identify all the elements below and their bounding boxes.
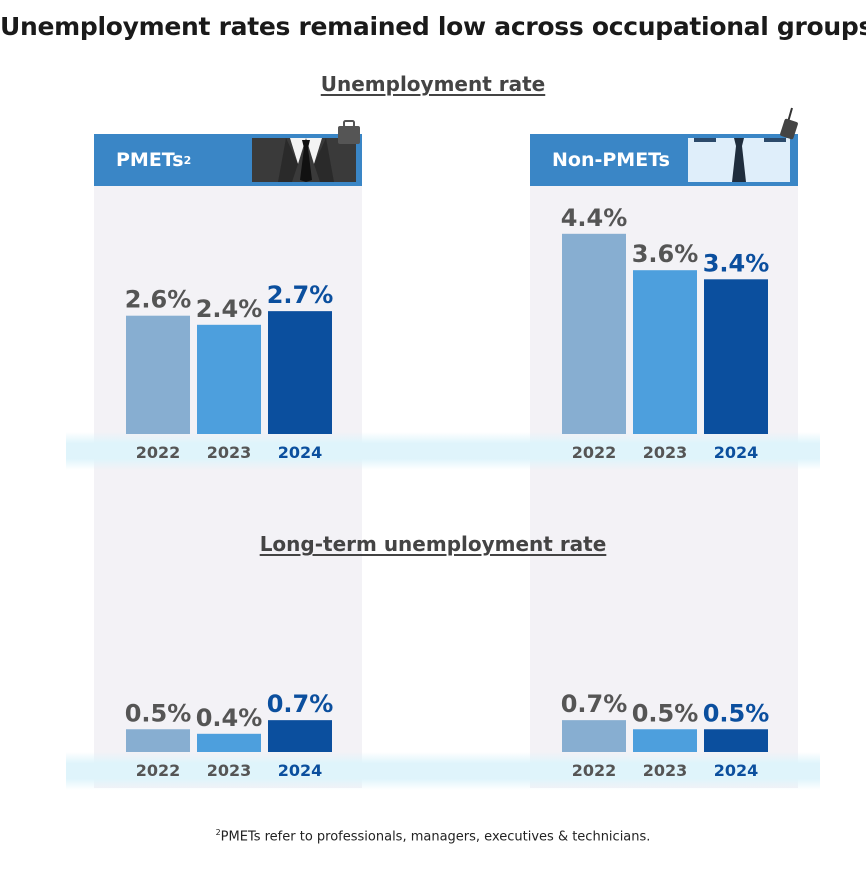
- chart-pmets-unemployment: 2.6% 2022 2.4% 2023 2.7% 2024: [125, 281, 334, 462]
- footnote-text: PMETs refer to professionals, managers, …: [220, 829, 651, 845]
- suit-briefcase-icon: [252, 120, 360, 182]
- value-label-2024: 2.7%: [267, 281, 334, 309]
- value-label-2024: 0.5%: [703, 699, 770, 727]
- value-label-2023: 0.4%: [196, 704, 263, 732]
- bar-2023: [633, 270, 697, 434]
- bar-2023: [197, 324, 261, 434]
- bar-2024: [704, 279, 768, 434]
- page-title: Unemployment rates remained low across o…: [0, 12, 866, 41]
- bar-2023: [197, 733, 261, 752]
- category-label-2023: 2023: [643, 443, 688, 462]
- category-label-2022: 2022: [136, 443, 181, 462]
- pmets-label: PMETs: [116, 149, 184, 171]
- category-label-2023: 2023: [643, 761, 688, 780]
- section-title-unemployment: Unemployment rate: [320, 72, 546, 96]
- floor-strip-bottom: [66, 752, 820, 790]
- category-label-2022: 2022: [136, 761, 181, 780]
- value-label-2022: 4.4%: [561, 204, 628, 232]
- shirt-tie-icon: [688, 107, 798, 182]
- bar-2024: [268, 720, 332, 752]
- nonpmets-label: Non-PMETs: [552, 149, 670, 171]
- chart-nonpmets-unemployment: 4.4% 2022 3.6% 2023 3.4% 2024: [561, 204, 770, 462]
- bar-2022: [126, 729, 190, 752]
- value-label-2022: 2.6%: [125, 286, 192, 314]
- category-label-2024: 2024: [278, 761, 323, 780]
- chart-nonpmets-long-term: 0.7% 2022 0.5% 2023 0.5% 2024: [561, 690, 770, 780]
- chart-pmets-long-term: 0.5% 2022 0.4% 2023 0.7% 2024: [125, 690, 334, 780]
- bar-2024: [704, 729, 768, 752]
- category-label-2022: 2022: [572, 443, 617, 462]
- value-label-2024: 3.4%: [703, 249, 770, 277]
- bar-2022: [562, 720, 626, 752]
- bar-2024: [268, 311, 332, 434]
- bar-2022: [126, 315, 190, 434]
- value-label-2022: 0.7%: [561, 690, 628, 718]
- category-label-2024: 2024: [278, 443, 323, 462]
- value-label-2023: 2.4%: [196, 295, 263, 323]
- pmets-footnote-marker: 2: [183, 153, 192, 167]
- floor-strip-top: [66, 432, 820, 470]
- category-label-2024: 2024: [714, 443, 759, 462]
- value-label-2023: 3.6%: [632, 240, 699, 268]
- category-label-2022: 2022: [572, 761, 617, 780]
- category-label-2023: 2023: [207, 761, 252, 780]
- category-label-2024: 2024: [714, 761, 759, 780]
- value-label-2022: 0.5%: [125, 699, 192, 727]
- footnote-marker: 2: [215, 828, 221, 837]
- bar-2023: [633, 729, 697, 752]
- category-label-2023: 2023: [207, 443, 252, 462]
- pmets-panel: [94, 186, 362, 788]
- bar-2022: [562, 233, 626, 434]
- footnote: 2PMETs refer to professionals, managers,…: [0, 828, 866, 844]
- section-title-long-term: Long-term unemployment rate: [259, 532, 607, 556]
- value-label-2023: 0.5%: [632, 699, 699, 727]
- value-label-2024: 0.7%: [267, 690, 334, 718]
